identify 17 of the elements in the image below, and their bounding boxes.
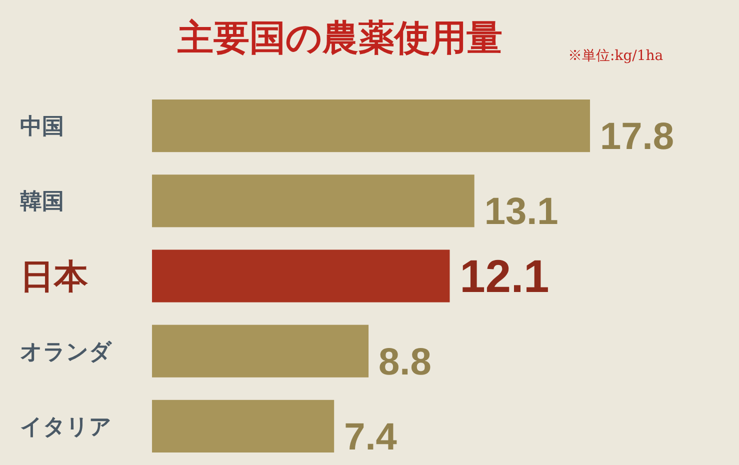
bar [152,324,369,378]
bar [152,250,450,302]
data-label: 13.1 [484,191,558,234]
data-label: 17.8 [600,116,674,158]
bar [152,400,334,452]
y-tick-label: イタリア [20,414,112,440]
bar [152,174,474,228]
y-tick-label: オランダ [20,340,113,365]
bar [152,100,590,152]
data-label: 8.8 [378,341,432,384]
data-label: 12.1 [460,250,550,302]
chart-title: 主要国の農薬使用量 [178,17,502,59]
y-tick-label: 中国 [20,114,64,140]
chart-subtitle: ※単位:kg/1ha [568,48,664,64]
y-tick-label: 日本 [20,256,89,297]
y-tick-label: 韓国 [20,190,64,215]
data-label: 7.4 [344,416,397,459]
